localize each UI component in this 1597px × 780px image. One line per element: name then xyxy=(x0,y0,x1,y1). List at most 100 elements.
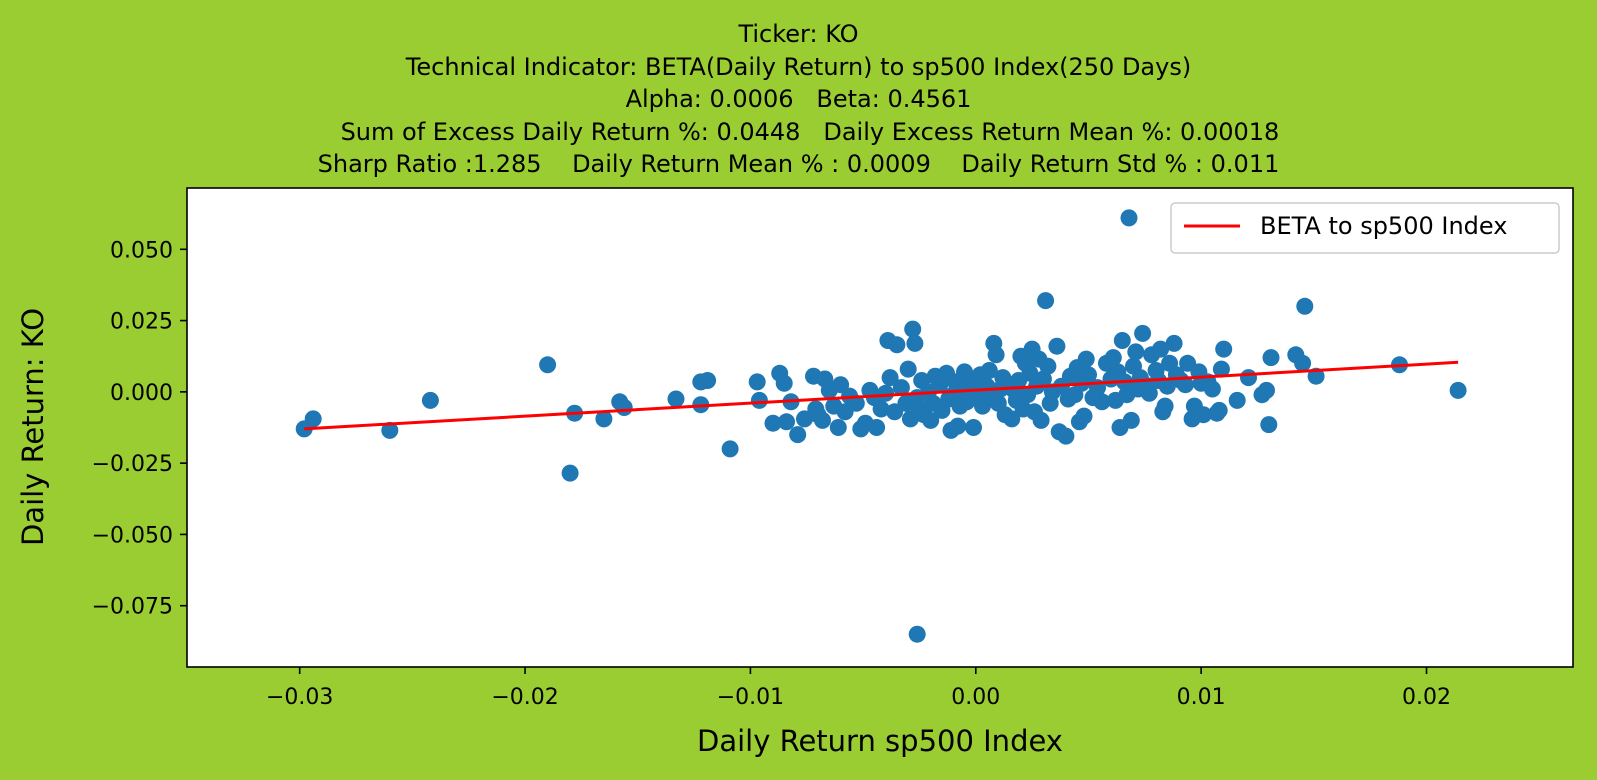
x-tick-label: −0.03 xyxy=(266,685,333,710)
scatter-point xyxy=(381,421,399,439)
scatter-point xyxy=(775,374,793,392)
scatter-point xyxy=(1034,370,1052,388)
regression-line xyxy=(304,360,1459,431)
y-tick-label: 0.050 xyxy=(110,238,173,263)
scatter-point xyxy=(304,410,322,428)
scatter-point xyxy=(667,390,685,408)
scatter-point xyxy=(881,369,899,387)
scatter-point xyxy=(868,419,886,436)
scatter-point xyxy=(721,440,739,458)
y-axis-ticks: 0.050 0.025 0.000 −0.025 −0.050 −0.075 xyxy=(92,238,187,620)
scatter-point xyxy=(699,372,717,389)
scatter-point xyxy=(1296,297,1314,315)
title-line-excess-return: Sum of Excess Daily Return %: 0.0448 Dai… xyxy=(317,117,1280,146)
scatter-point xyxy=(814,411,831,429)
scatter-point xyxy=(1258,381,1275,399)
scatter-point xyxy=(1260,416,1278,434)
scatter-point xyxy=(1127,343,1145,361)
scatter-point xyxy=(908,625,926,643)
scatter-point xyxy=(1037,292,1055,310)
scatter-point xyxy=(1194,406,1212,424)
scatter-point xyxy=(1032,411,1050,429)
scatter-point xyxy=(1048,337,1066,355)
scatter-point xyxy=(1039,357,1057,375)
scatter-points xyxy=(295,209,1467,643)
x-tick-label: −0.01 xyxy=(717,685,784,710)
x-axis-ticks: −0.03 −0.02 −0.01 0.00 0.01 0.02 xyxy=(266,667,1451,710)
scatter-point xyxy=(1077,350,1095,368)
scatter-point xyxy=(1140,384,1158,402)
x-tick-label: 0.01 xyxy=(1177,685,1226,710)
scatter-point xyxy=(778,413,795,431)
scatter-point xyxy=(1228,391,1246,409)
scatter-point xyxy=(829,419,847,436)
scatter-point xyxy=(561,464,579,482)
legend-box xyxy=(1170,202,1560,254)
scatter-point xyxy=(1080,366,1097,384)
scatter-point xyxy=(750,391,768,409)
x-tick-label: −0.02 xyxy=(491,685,558,710)
y-tick-label: −0.050 xyxy=(92,523,173,548)
plot-frame xyxy=(186,187,1574,668)
title-line-sharp-ratio: Sharp Ratio :1.285 Daily Return Mean % :… xyxy=(317,150,1280,178)
scatter-point xyxy=(421,391,439,409)
scatter-point xyxy=(1262,349,1280,367)
legend-label: BETA to sp500 Index xyxy=(1260,212,1507,240)
title-line-indicator: Technical Indicator: BETA(Daily Return) … xyxy=(405,52,1192,81)
scatter-point xyxy=(1176,376,1194,394)
scatter-point xyxy=(1240,369,1257,387)
y-tick-label: −0.025 xyxy=(92,452,173,477)
y-tick-label: 0.000 xyxy=(110,381,173,406)
y-tick-label: 0.025 xyxy=(110,310,173,335)
scatter-point xyxy=(904,320,922,338)
scatter-point xyxy=(789,426,807,444)
scatter-point xyxy=(1057,427,1075,445)
scatter-point xyxy=(906,334,924,352)
scatter-point xyxy=(796,410,813,428)
scatter-point xyxy=(615,399,633,416)
scatter-point xyxy=(1003,410,1021,428)
scatter-point xyxy=(539,356,557,374)
scatter-point xyxy=(888,336,906,354)
title-line-alpha-beta: Alpha: 0.0006 Beta: 0.4561 xyxy=(625,85,972,113)
scatter-point xyxy=(1210,401,1228,419)
x-tick-label: 0.00 xyxy=(951,685,1000,710)
scatter-point xyxy=(1449,381,1467,399)
scatter-point xyxy=(1152,340,1170,358)
scatter-point xyxy=(1294,354,1312,372)
scatter-point xyxy=(832,376,850,394)
scatter-point xyxy=(1093,393,1111,411)
scatter-point xyxy=(892,379,910,397)
scatter-point xyxy=(980,362,998,379)
scatter-point xyxy=(965,419,982,436)
scatter-point xyxy=(1122,411,1140,429)
y-tick-label: −0.075 xyxy=(92,595,173,620)
title-line-ticker: Ticker: KO xyxy=(738,20,859,48)
scatter-point xyxy=(949,417,967,435)
x-tick-label: 0.02 xyxy=(1402,685,1451,710)
x-axis-label: Daily Return sp500 Index xyxy=(697,724,1063,758)
scatter-point xyxy=(1215,340,1233,358)
scatter-point xyxy=(748,373,766,391)
scatter-point xyxy=(1021,364,1039,382)
scatter-point xyxy=(1075,407,1093,425)
legend: BETA to sp500 Index xyxy=(1170,202,1560,254)
scatter-point xyxy=(1165,334,1183,352)
scatter-point xyxy=(1212,360,1230,378)
scatter-point xyxy=(595,410,613,428)
scatter-point xyxy=(1158,377,1176,395)
scatter-point xyxy=(1113,332,1131,349)
scatter-point xyxy=(877,384,895,402)
scatter-point xyxy=(1156,397,1174,415)
scatter-point xyxy=(1134,324,1152,342)
scatter-point xyxy=(847,394,865,412)
chart-title: Ticker: KO Technical Indicator: BETA(Dai… xyxy=(0,18,1597,181)
scatter-point xyxy=(1120,209,1138,227)
scatter-point xyxy=(764,414,782,432)
scatter-point xyxy=(899,360,917,378)
scatter-point xyxy=(987,346,1005,364)
scatter-point xyxy=(872,400,890,418)
scatter-point xyxy=(1203,380,1221,398)
y-axis-label: Daily Return: KO xyxy=(16,308,50,546)
